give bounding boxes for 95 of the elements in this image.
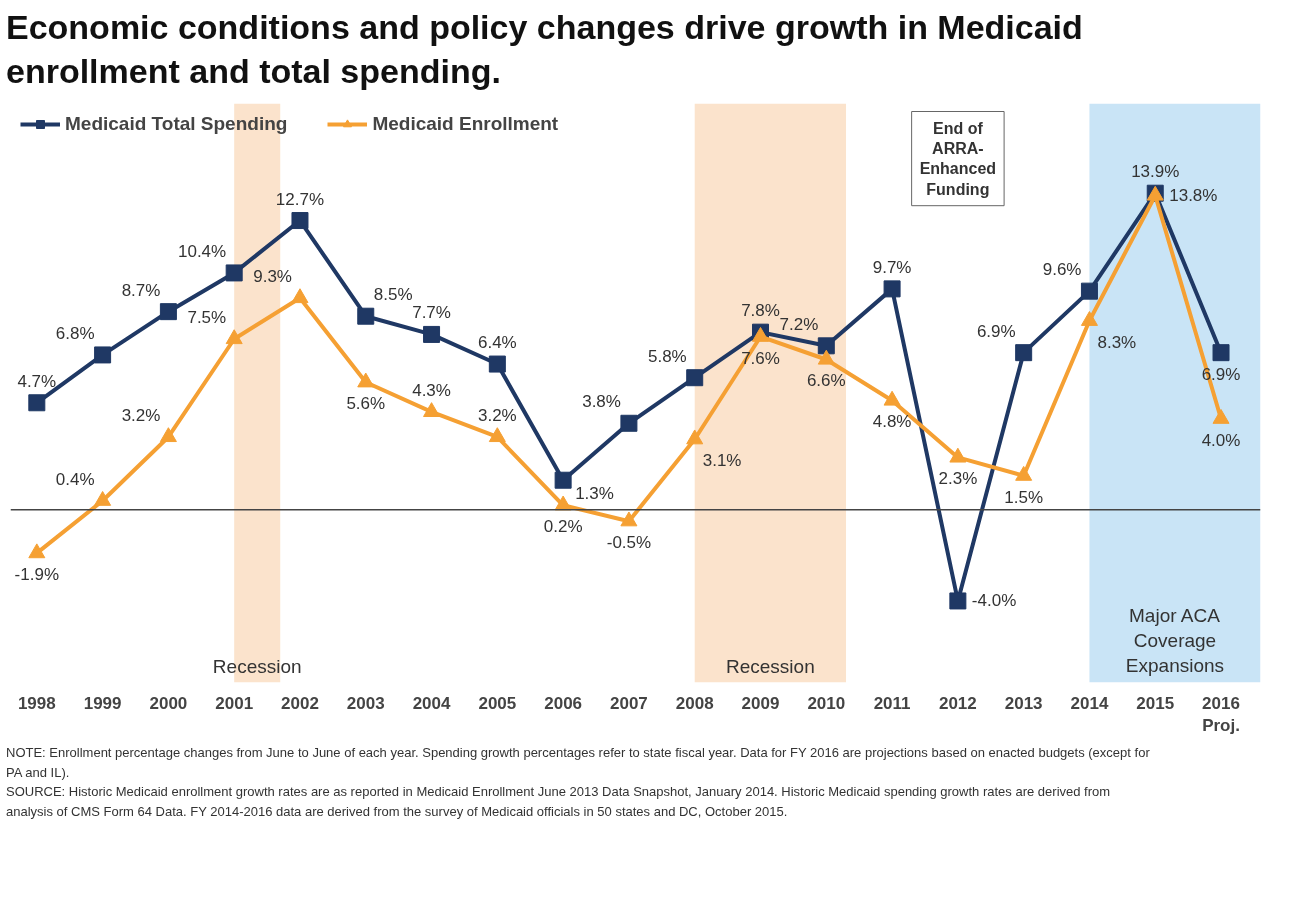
x-tick-label: 2012 bbox=[938, 693, 977, 713]
data-label: 12.7% bbox=[275, 189, 325, 209]
point bbox=[817, 337, 835, 355]
point bbox=[225, 264, 243, 282]
point bbox=[686, 429, 704, 445]
x-tick-label: 2006 bbox=[544, 693, 583, 713]
data-label: 3.2% bbox=[477, 406, 517, 426]
point bbox=[423, 326, 441, 344]
point bbox=[94, 346, 112, 364]
data-label: 1.3% bbox=[575, 484, 614, 504]
point bbox=[357, 308, 375, 326]
x-tick-label: 2002 bbox=[281, 693, 319, 713]
x-tick-label: 2015 bbox=[1136, 693, 1175, 713]
point bbox=[883, 391, 901, 406]
point bbox=[28, 394, 46, 412]
data-label: 7.7% bbox=[412, 303, 451, 323]
x-tick-label: 2001 bbox=[215, 693, 254, 713]
point bbox=[883, 280, 901, 298]
x-tick-label: 2004 bbox=[412, 693, 452, 713]
data-label: 2.3% bbox=[938, 469, 978, 489]
x-tick-label: 2005 bbox=[478, 693, 517, 713]
point bbox=[488, 427, 506, 443]
x-tick-label: 2011 bbox=[873, 693, 911, 713]
band-label: Recession bbox=[726, 655, 815, 677]
data-label: 7.5% bbox=[187, 308, 227, 328]
data-label: 4.7% bbox=[17, 372, 57, 392]
point bbox=[1212, 409, 1230, 425]
x-tick-label: 1999 bbox=[83, 693, 122, 713]
data-label: 10.4% bbox=[177, 242, 227, 262]
point bbox=[1015, 344, 1033, 362]
data-label: 4.3% bbox=[412, 381, 451, 401]
x-tick-label: 2007 bbox=[610, 693, 648, 713]
data-label: 4.8% bbox=[872, 412, 912, 432]
data-label: 0.4% bbox=[55, 470, 95, 490]
x-tick-label: 2008 bbox=[675, 693, 714, 713]
data-label: 9.3% bbox=[253, 267, 292, 287]
data-label: 1.5% bbox=[1004, 488, 1044, 508]
point bbox=[949, 448, 967, 463]
data-label: -4.0% bbox=[971, 591, 1017, 611]
data-label: 6.9% bbox=[976, 322, 1016, 342]
data-label: 13.8% bbox=[1169, 186, 1218, 206]
point bbox=[159, 427, 177, 443]
x-tick-label: 2016 Proj. bbox=[1202, 693, 1240, 736]
legend-label: Medicaid Total Spending bbox=[65, 113, 288, 136]
x-tick-label: 2014 bbox=[1070, 693, 1109, 713]
point bbox=[686, 369, 704, 387]
data-label: 0.2% bbox=[543, 517, 583, 537]
data-label: 7.2% bbox=[779, 315, 819, 335]
data-label: 13.9% bbox=[1131, 162, 1180, 182]
x-tick-label: 2010 bbox=[807, 693, 846, 713]
data-label: 3.8% bbox=[582, 392, 621, 412]
x-tick-label: 2013 bbox=[1004, 693, 1043, 713]
text: NOTE: Enrollment percentage changes from June to June of each year. Spending growth percentages refer to state fiscal year. Data for FY 2016 are projections based on enacted budgets (except for PA and IL). bbox=[6, 745, 1150, 780]
band-label: Recession bbox=[212, 655, 302, 677]
data-label: 9.7% bbox=[872, 258, 912, 278]
point bbox=[1015, 466, 1033, 482]
data-label: 9.6% bbox=[1042, 260, 1082, 280]
data-label: 8.7% bbox=[121, 281, 161, 301]
data-label: -1.9% bbox=[14, 565, 60, 585]
point bbox=[423, 402, 441, 418]
point bbox=[357, 372, 375, 388]
point bbox=[94, 491, 112, 507]
point bbox=[620, 415, 638, 433]
point bbox=[28, 543, 46, 559]
point bbox=[291, 212, 309, 230]
source-note: SOURCE: Historic Medicaid enrollment growth rates are as reported in Medicaid Enrollment June 2013 Data Snapshot, January 2014. Historic Medicaid spending growth rates are derived from analysis of CMS Form 64 Data. FY 2014-2016 data are derived from the survey of Medicaid officials in 50 states and DC, October 2015. bbox=[6, 784, 1111, 819]
point bbox=[817, 350, 835, 365]
data-label: 6.4% bbox=[477, 333, 517, 353]
point bbox=[1080, 311, 1098, 327]
band-label: Major ACA Coverage Expansions bbox=[1125, 605, 1225, 677]
point bbox=[225, 329, 243, 345]
data-label: 5.8% bbox=[647, 347, 687, 367]
data-label: 8.3% bbox=[1097, 333, 1137, 353]
data-label: 7.8% bbox=[741, 301, 780, 321]
x-tick-label: 1998 bbox=[17, 693, 56, 713]
data-label: 8.5% bbox=[373, 285, 413, 305]
x-tick-label: 2009 bbox=[741, 693, 780, 713]
data-label: 6.6% bbox=[806, 371, 846, 391]
point bbox=[620, 511, 638, 527]
point bbox=[1080, 283, 1098, 301]
data-label: 3.1% bbox=[702, 451, 742, 471]
data-label: 3.2% bbox=[121, 406, 161, 426]
point bbox=[291, 288, 309, 304]
chart-title: Economic conditions and policy changes drive growth in Medicaid enrollment and total spending. bbox=[6, 7, 1084, 93]
data-label: -0.5% bbox=[606, 533, 652, 553]
point bbox=[159, 303, 177, 321]
data-label: 4.0% bbox=[1201, 431, 1241, 451]
legend-label: Medicaid Enrollment bbox=[372, 113, 559, 136]
x-tick-label: 2003 bbox=[346, 693, 385, 713]
data-label: 5.6% bbox=[346, 394, 386, 414]
point bbox=[1212, 344, 1230, 362]
data-label: 6.8% bbox=[55, 324, 95, 344]
annotation: End of ARRA- Enhanced Funding bbox=[919, 119, 997, 199]
x-tick-label: 2000 bbox=[149, 693, 188, 713]
point bbox=[488, 355, 506, 373]
